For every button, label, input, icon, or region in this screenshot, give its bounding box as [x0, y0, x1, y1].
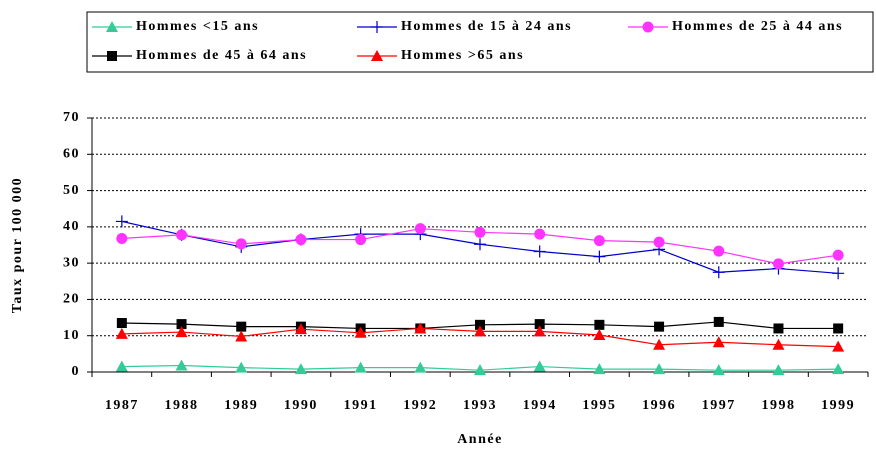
marker — [235, 330, 248, 342]
marker — [712, 364, 725, 376]
marker — [295, 234, 307, 246]
marker — [653, 236, 665, 248]
marker — [354, 326, 367, 338]
marker — [772, 338, 785, 350]
marker — [371, 50, 383, 61]
marker — [833, 323, 844, 334]
x-tick-label: 1992 — [403, 398, 437, 413]
x-axis-label: Année — [457, 432, 503, 447]
x-tick-label: 1994 — [523, 398, 557, 413]
x-tick-label: 1998 — [761, 398, 795, 413]
marker — [593, 235, 605, 247]
marker — [474, 325, 486, 337]
x-tick-label: 1999 — [821, 398, 855, 413]
marker — [653, 363, 666, 375]
marker — [534, 319, 545, 330]
marker — [475, 319, 485, 330]
marker — [832, 363, 845, 375]
marker — [355, 234, 367, 246]
marker — [235, 361, 248, 373]
marker — [176, 319, 187, 330]
marker — [115, 360, 128, 372]
marker — [354, 361, 367, 373]
marker — [474, 364, 486, 376]
marker — [533, 245, 546, 258]
marker — [533, 325, 546, 337]
marker — [712, 336, 725, 348]
marker — [773, 323, 784, 334]
marker — [414, 223, 426, 235]
x-tick-label: 1987 — [105, 398, 139, 413]
marker — [294, 363, 307, 375]
marker — [594, 319, 605, 330]
legend-label: Hommes >65 ans — [401, 48, 524, 63]
marker — [593, 328, 606, 340]
marker — [116, 232, 128, 244]
legend-label: Hommes <15 ans — [136, 19, 259, 34]
marker — [115, 327, 128, 339]
marker — [176, 229, 188, 241]
marker — [713, 245, 725, 257]
marker — [106, 21, 118, 32]
marker — [654, 321, 665, 332]
marker — [533, 360, 546, 372]
marker — [107, 51, 117, 61]
marker — [772, 258, 784, 270]
marker — [712, 266, 725, 279]
y-tick-label: 40 — [63, 219, 80, 234]
marker — [474, 238, 486, 251]
y-tick-label: 70 — [63, 110, 80, 125]
marker — [832, 267, 845, 280]
y-tick-label: 60 — [63, 147, 80, 162]
x-tick-label: 1989 — [224, 398, 258, 413]
marker — [642, 21, 654, 33]
marker — [593, 250, 606, 263]
y-tick-label: 10 — [63, 328, 80, 343]
marker — [175, 326, 188, 338]
marker — [116, 318, 127, 329]
y-tick-label: 30 — [63, 255, 80, 270]
marker — [832, 340, 845, 352]
marker — [294, 323, 307, 335]
x-tick-label: 1997 — [702, 398, 736, 413]
marker — [175, 359, 188, 371]
y-axis-label: Taux pour 100 000 — [10, 177, 25, 313]
x-tick-label: 1990 — [284, 398, 318, 413]
marker — [371, 21, 383, 33]
y-tick-label: 20 — [63, 292, 80, 307]
marker — [414, 361, 427, 373]
y-tick-label: 0 — [72, 364, 81, 379]
x-tick-label: 1988 — [165, 398, 199, 413]
marker — [593, 363, 606, 375]
legend-label: Hommes de 45 à 64 ans — [136, 48, 307, 63]
x-tick-label: 1995 — [582, 398, 616, 413]
marker — [235, 238, 247, 250]
marker — [474, 226, 486, 238]
marker — [236, 321, 247, 332]
x-tick-label: 1993 — [463, 398, 497, 413]
marker — [115, 215, 128, 228]
y-tick-label: 50 — [63, 183, 80, 198]
legend-label: Hommes de 25 à 44 ans — [672, 19, 843, 34]
legend-box — [86, 11, 874, 73]
legend-label: Hommes de 15 à 24 ans — [401, 19, 572, 34]
marker — [832, 249, 844, 261]
marker — [414, 322, 427, 334]
x-tick-label: 1991 — [344, 398, 378, 413]
marker — [653, 338, 666, 350]
marker — [713, 316, 724, 327]
x-tick-label: 1996 — [642, 398, 676, 413]
marker — [772, 364, 785, 376]
marker — [534, 228, 546, 240]
